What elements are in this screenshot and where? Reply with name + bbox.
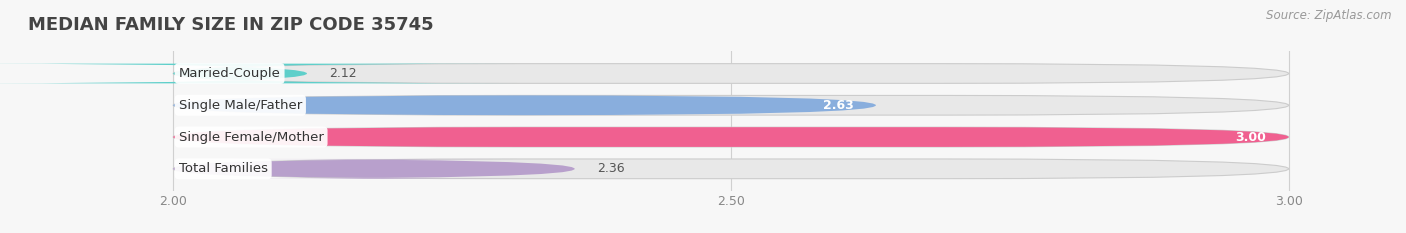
Text: Married-Couple: Married-Couple — [179, 67, 281, 80]
Text: 3.00: 3.00 — [1236, 130, 1267, 144]
Text: 2.36: 2.36 — [598, 162, 624, 175]
Text: 2.63: 2.63 — [823, 99, 853, 112]
Text: 2.12: 2.12 — [329, 67, 357, 80]
FancyBboxPatch shape — [173, 96, 1289, 115]
Text: Single Female/Mother: Single Female/Mother — [179, 130, 323, 144]
FancyBboxPatch shape — [173, 159, 575, 179]
FancyBboxPatch shape — [0, 64, 519, 83]
Text: Single Male/Father: Single Male/Father — [179, 99, 302, 112]
FancyBboxPatch shape — [173, 127, 1289, 147]
FancyBboxPatch shape — [173, 96, 876, 115]
FancyBboxPatch shape — [173, 64, 1289, 83]
FancyBboxPatch shape — [173, 159, 1289, 179]
FancyBboxPatch shape — [173, 127, 1289, 147]
Text: MEDIAN FAMILY SIZE IN ZIP CODE 35745: MEDIAN FAMILY SIZE IN ZIP CODE 35745 — [28, 17, 433, 34]
Text: Source: ZipAtlas.com: Source: ZipAtlas.com — [1267, 9, 1392, 22]
Text: Total Families: Total Families — [179, 162, 267, 175]
